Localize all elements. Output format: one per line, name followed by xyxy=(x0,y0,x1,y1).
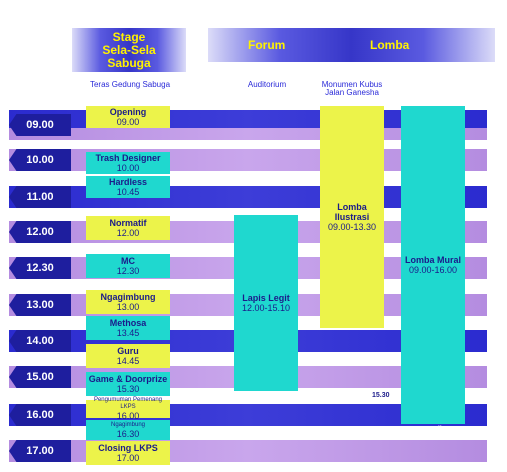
event-ngagimbung-1: Ngagimbung 13.00 xyxy=(86,290,170,314)
event-name: Guru xyxy=(117,346,139,356)
time-label-1200: 12.00 xyxy=(9,221,71,243)
event-name: Ngagimbung xyxy=(100,292,156,302)
event-time: 09.00-16.00 xyxy=(408,265,458,275)
stage-header-line3: Sabuga xyxy=(107,55,151,70)
event-time: 09.00 xyxy=(116,117,140,127)
event-time: 10.00 xyxy=(116,163,140,173)
event-lapis-legit: Lapis Legit 12.00-15.10 xyxy=(234,215,298,391)
event-name: Opening xyxy=(109,107,147,117)
event-lomba-mural: Lomba Mural 09.00-16.00 xyxy=(401,106,465,424)
event-normatif: Normatif 12.00 xyxy=(86,216,170,240)
event-name: Closing LKPS xyxy=(98,443,158,453)
stage-header-line1: Stage xyxy=(112,29,146,44)
event-name: Hardless xyxy=(108,177,148,187)
forum-header: Forum xyxy=(248,38,286,52)
event-mc: MC 12.30 xyxy=(86,254,170,278)
event-methosa: Methosa 13.45 xyxy=(86,316,170,340)
time-label-1230: 12.30 xyxy=(9,257,71,279)
time-label-1300: 13.00 xyxy=(9,294,71,316)
event-opening: Opening 09.00 xyxy=(86,106,170,128)
forum-lomba-header: Forum Lomba xyxy=(208,28,495,62)
time-label-1100: 11.00 xyxy=(9,186,71,208)
event-name: Normatif xyxy=(109,218,147,228)
event-time: 16.00 xyxy=(116,411,140,421)
event-time: 10.45 xyxy=(116,187,140,197)
note-1615: 16.15 xyxy=(374,426,392,433)
event-time: 12.30 xyxy=(116,266,140,276)
event-closing-lkps: Closing LKPS 17.00 xyxy=(86,441,170,465)
event-time: 12.00-15.10 xyxy=(241,303,291,313)
event-time: 13.45 xyxy=(116,328,140,338)
event-time: 15.30 xyxy=(116,384,140,394)
event-time: 16.30 xyxy=(116,428,140,439)
event-lomba-ilustrasi: Lomba Ilustrasi 09.00-13.30 xyxy=(320,106,384,328)
event-hardless: Hardless 10.45 xyxy=(86,176,170,198)
event-name: Pengumuman Pemenang LKPS xyxy=(93,397,163,410)
note-1530: 15.30 xyxy=(372,392,390,399)
event-time: 17.00 xyxy=(116,453,140,463)
event-ngagimbung-2: Ngagimbung 16.30 xyxy=(86,420,170,440)
venue-lomba: Monumen Kubus Jalan Ganesha xyxy=(312,81,392,97)
event-name: MC xyxy=(121,256,135,266)
time-label-1000: 10.00 xyxy=(9,149,71,171)
event-name-line2: Ilustrasi xyxy=(334,212,370,222)
event-trash-designer: Trash Designer 10.00 xyxy=(86,152,170,174)
venue-stage: Teras Gedung Sabuga xyxy=(89,80,171,89)
event-name: Game & Doorprize xyxy=(88,374,168,384)
row-band-1700 xyxy=(9,440,487,462)
time-label-1600: 16.00 xyxy=(9,404,71,426)
stage-header: Stage Sela-Sela Sabuga xyxy=(72,28,186,72)
event-name: Lomba Mural xyxy=(404,255,461,265)
time-label-1400: 14.00 xyxy=(9,330,71,352)
event-time: 13.00 xyxy=(116,302,140,312)
venue-lomba-line1: Monumen Kubus xyxy=(321,80,383,89)
event-game-doorprize: Game & Doorprize 15.30 xyxy=(86,372,170,396)
time-label-0900: 09.00 xyxy=(9,114,71,136)
lomba-header: Lomba xyxy=(370,38,410,52)
event-name: Methosa xyxy=(109,318,147,328)
event-time: 12.00 xyxy=(116,228,140,238)
event-guru: Guru 14.45 xyxy=(86,344,170,368)
event-name: Trash Designer xyxy=(95,153,161,163)
event-name-line1: Lomba xyxy=(337,202,367,212)
event-name: Lapis Legit xyxy=(242,293,290,303)
event-pengumuman: Pengumuman Pemenang LKPS 16.00 xyxy=(86,397,170,421)
venue-forum: Auditorium xyxy=(247,80,287,89)
time-label-1700: 17.00 xyxy=(9,440,71,462)
venue-lomba-line2: Jalan Ganesha xyxy=(325,88,379,97)
event-time: 14.45 xyxy=(116,356,140,366)
event-time: 09.00-13.30 xyxy=(327,222,377,232)
stage-header-line2: Sela-Sela xyxy=(102,42,156,57)
note-komuji: Komuji xyxy=(418,426,442,433)
time-label-1500: 15.00 xyxy=(9,366,71,388)
event-name: Ngagimbung xyxy=(110,421,146,428)
